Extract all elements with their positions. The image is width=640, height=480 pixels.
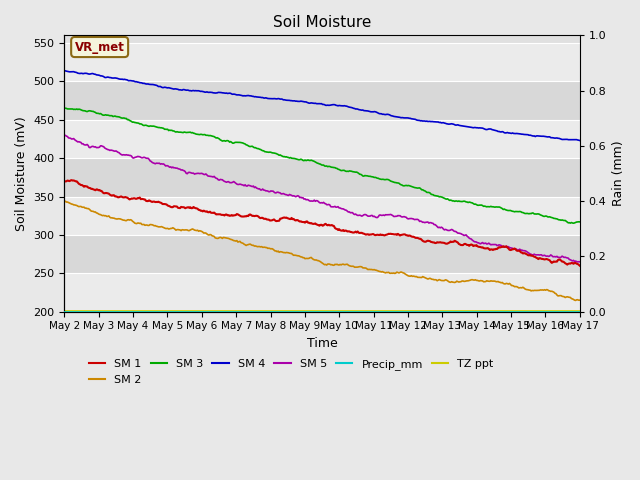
Bar <box>65 158 580 196</box>
Legend: SM 1, SM 2, SM 3, SM 4, SM 5, Precip_mm, TZ ppt: SM 1, SM 2, SM 3, SM 4, SM 5, Precip_mm,… <box>84 355 498 389</box>
Bar <box>65 120 580 158</box>
Title: Soil Moisture: Soil Moisture <box>273 15 371 30</box>
Bar <box>65 235 580 273</box>
X-axis label: Time: Time <box>307 337 337 350</box>
Bar <box>65 196 580 235</box>
Bar <box>65 82 580 120</box>
Bar <box>65 43 580 82</box>
Bar <box>65 273 580 312</box>
Y-axis label: Rain (mm): Rain (mm) <box>612 141 625 206</box>
Text: VR_met: VR_met <box>75 40 125 54</box>
Y-axis label: Soil Moisture (mV): Soil Moisture (mV) <box>15 116 28 231</box>
